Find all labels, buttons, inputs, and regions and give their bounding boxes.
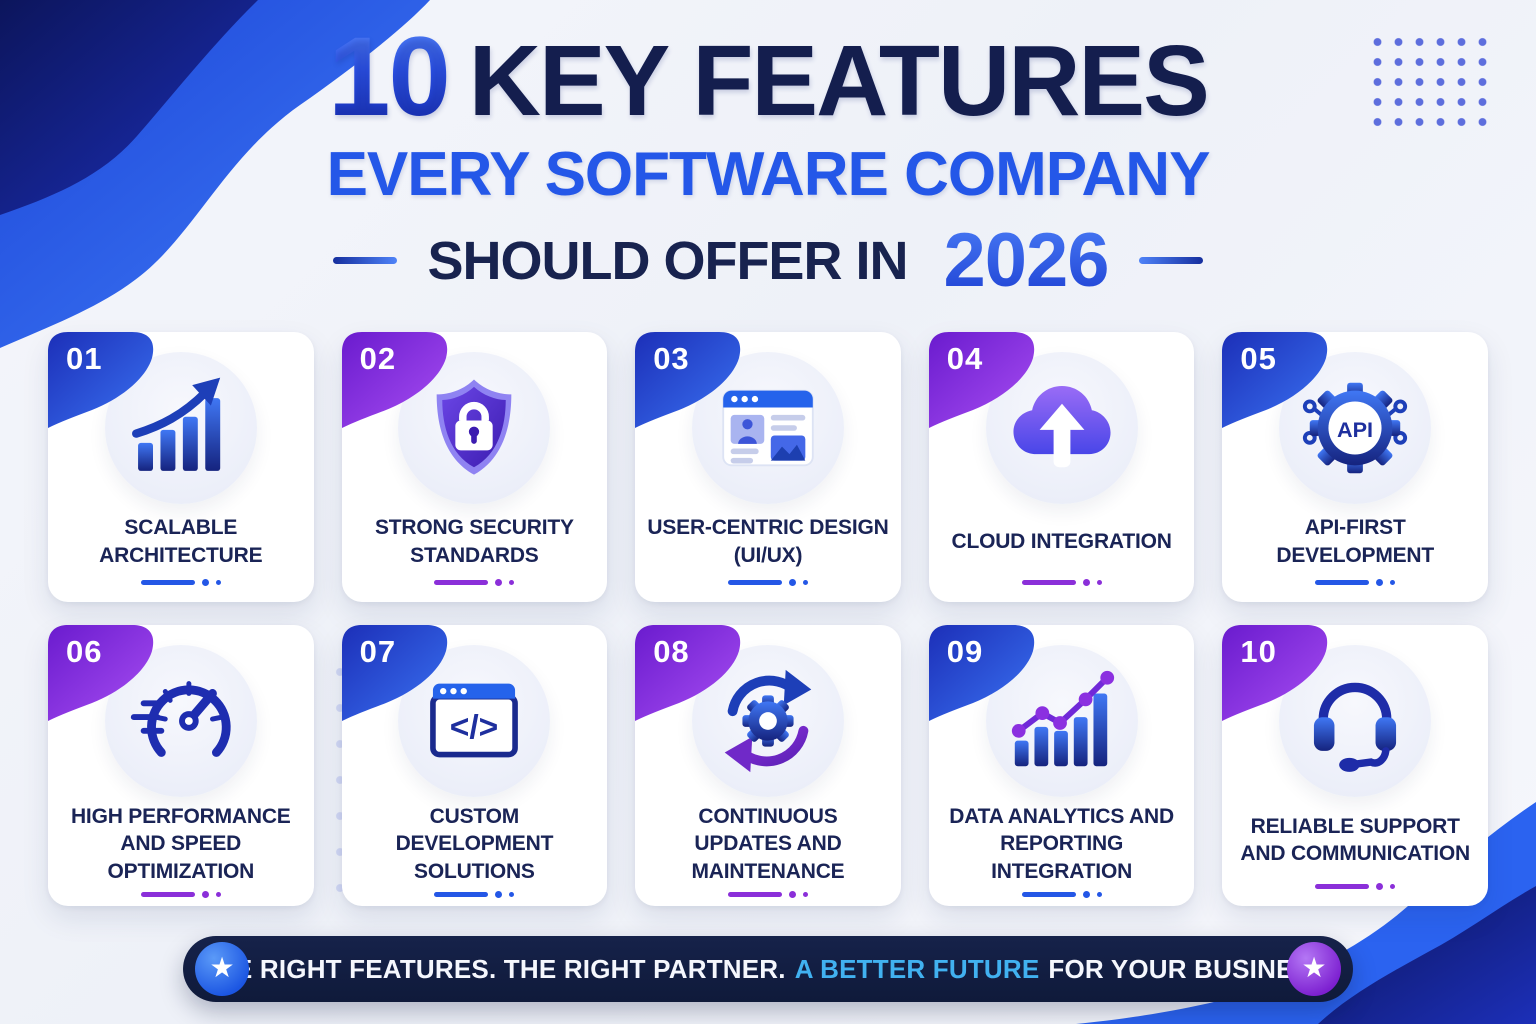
api-label: API [1337,417,1373,442]
footer-highlight: A BETTER FUTURE [794,953,1040,984]
feature-card-04: 04 CLOUD INTEGRATION [928,332,1195,602]
header: 10 KEY FEATURES EVERY SOFTWARE COMPANY SH… [0,19,1536,304]
card-accent-underline [1021,890,1102,898]
star-badge-right: ★ [1287,942,1341,996]
card-number-badge: 03 [635,332,747,428]
star-icon: ★ [1301,952,1327,983]
api-gear-icon: API [1279,352,1432,504]
left-dash-decoration [333,257,398,265]
star-badge-left: ★ [195,942,249,996]
card-title: RELIABLE SUPPORT AND COMMUNICATION [1240,814,1470,865]
card-accent-underline [727,579,808,586]
card-number-badge: 08 [635,625,747,721]
title-line1: KEY FEATURES [468,25,1210,137]
title-number: 10 [328,14,451,139]
card-accent-underline [434,579,515,586]
title-line3: SHOULD OFFER IN 2026 [0,217,1536,304]
growth-bar-chart-icon [104,352,257,504]
shield-lock-icon [398,352,551,504]
card-number-badge: 05 [1222,332,1334,428]
card-accent-underline [727,890,808,898]
card-title: CLOUD INTEGRATION [951,529,1172,553]
feature-card-10: 10 RELIABLE SUPPORT AND COMMUNICATION [1222,625,1488,906]
card-title: API-FIRST DEVELOPMENT [1276,516,1435,567]
title-line3-text: SHOULD OFFER IN [427,230,908,291]
star-icon: ★ [209,952,235,983]
feature-card-07: 07 </> CUSTOM DEVELOPMENT SOLUTIONS [341,625,608,906]
right-dash-decoration [1138,257,1203,265]
card-accent-underline [140,579,221,586]
main-title: 10 KEY FEATURES [0,19,1536,137]
feature-card-01: 01 SCALABLE ARCHITECTURE [48,332,314,602]
card-accent-underline [1315,883,1396,890]
feature-cards-grid: 01 SCALABLE ARCHITECTURE 02 [48,332,1488,906]
card-title: CUSTOM DEVELOPMENT SOLUTIONS [395,805,554,883]
card-number-badge: 07 [341,625,454,721]
card-accent-underline [1315,579,1396,586]
feature-card-09: 09 DATA ANALYTICS AND REPORTING IN [928,625,1195,906]
sync-gear-icon [691,645,844,797]
card-number-badge: 01 [48,332,160,428]
card-title: CONTINUOUS UPDATES AND MAINTENANCE [691,805,845,883]
card-title: STRONG SECURITY STANDARDS [374,516,574,567]
title-line2: EVERY SOFTWARE COMPANY [326,140,1211,210]
feature-card-08: 08 [635,625,901,906]
card-number-badge: 04 [928,332,1041,428]
card-title: HIGH PERFORMANCE AND SPEED OPTIMIZATION [70,805,291,883]
card-title: USER-CENTRIC DESIGN (UI/UX) [647,516,889,567]
card-accent-underline [1021,579,1102,586]
card-number-badge: 02 [341,332,454,428]
card-title: SCALABLE ARCHITECTURE [99,516,263,567]
card-title: DATA ANALYTICS AND REPORTING INTEGRATION [949,805,1174,883]
feature-card-03: 03 USER-CENTRIC DESIGN [635,332,901,602]
card-number-badge: 10 [1222,625,1334,721]
feature-card-02: 02 STRONG SECURITY STANDARDS [341,332,608,602]
card-accent-underline [140,890,221,898]
card-number-badge: 09 [928,625,1041,721]
footer-tagline-bar: ★ THE RIGHT FEATURES. THE RIGHT PARTNER.… [183,936,1353,1002]
card-accent-underline [434,890,515,898]
dot-grid-decoration-top-right [1364,30,1492,134]
feature-card-05: 05 [1222,332,1488,602]
title-year: 2026 [943,218,1109,304]
code-label: </> [450,709,499,746]
feature-card-06: 06 [48,625,314,906]
footer-tagline: THE RIGHT FEATURES. THE RIGHT PARTNER. A … [199,953,1337,984]
card-number-badge: 06 [48,625,160,721]
